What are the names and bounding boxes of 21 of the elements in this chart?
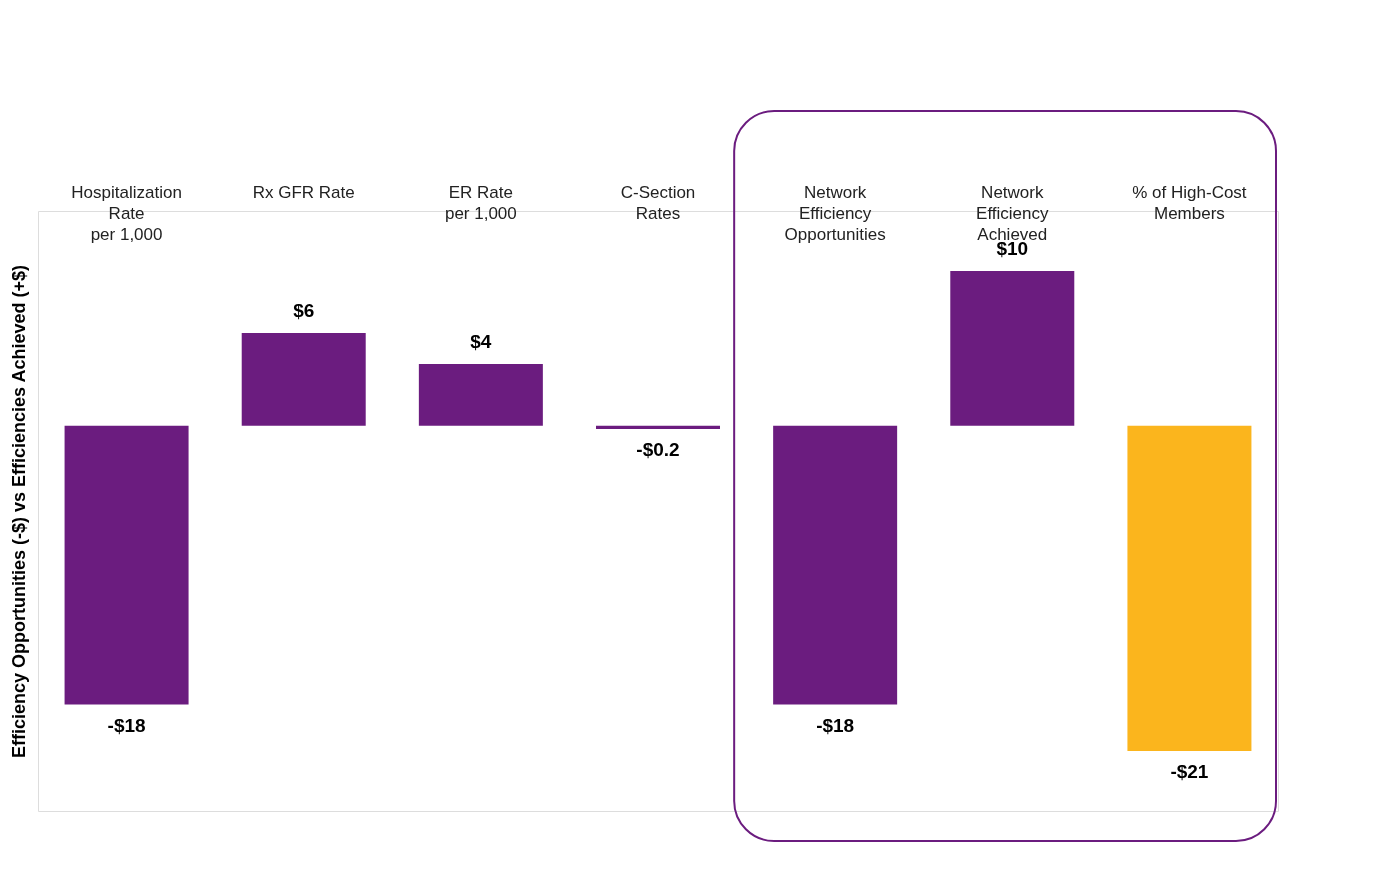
data-label: -$0.2: [636, 438, 680, 460]
x-tick-label: % of High-Cost Members: [1132, 182, 1247, 223]
x-tick-label: ER Rate per 1,000: [444, 182, 517, 223]
x-tick-label: Network Efficiency Opportunities: [784, 182, 886, 244]
x-tick-label: Hospitalization Rate per 1,000: [71, 182, 182, 244]
data-label: -$18: [107, 714, 146, 736]
x-tick-label: C-Section Rates: [620, 182, 696, 223]
bar: [241, 332, 366, 426]
bar: [1127, 425, 1252, 751]
bar: [950, 271, 1075, 426]
bar: [418, 363, 543, 426]
data-label: $4: [470, 330, 492, 352]
bar: [773, 425, 898, 705]
bar: [596, 425, 720, 429]
data-label: -$18: [816, 714, 855, 736]
bar: [64, 425, 189, 705]
data-label: -$21: [1170, 761, 1209, 782]
data-label: $6: [293, 299, 315, 321]
y-axis-title: Efficiency Opportunities (-$) vs Efficiencies Achieved (+$): [8, 265, 29, 758]
x-tick-label: Rx GFR Rate: [252, 182, 355, 202]
data-label: $10: [996, 238, 1029, 259]
